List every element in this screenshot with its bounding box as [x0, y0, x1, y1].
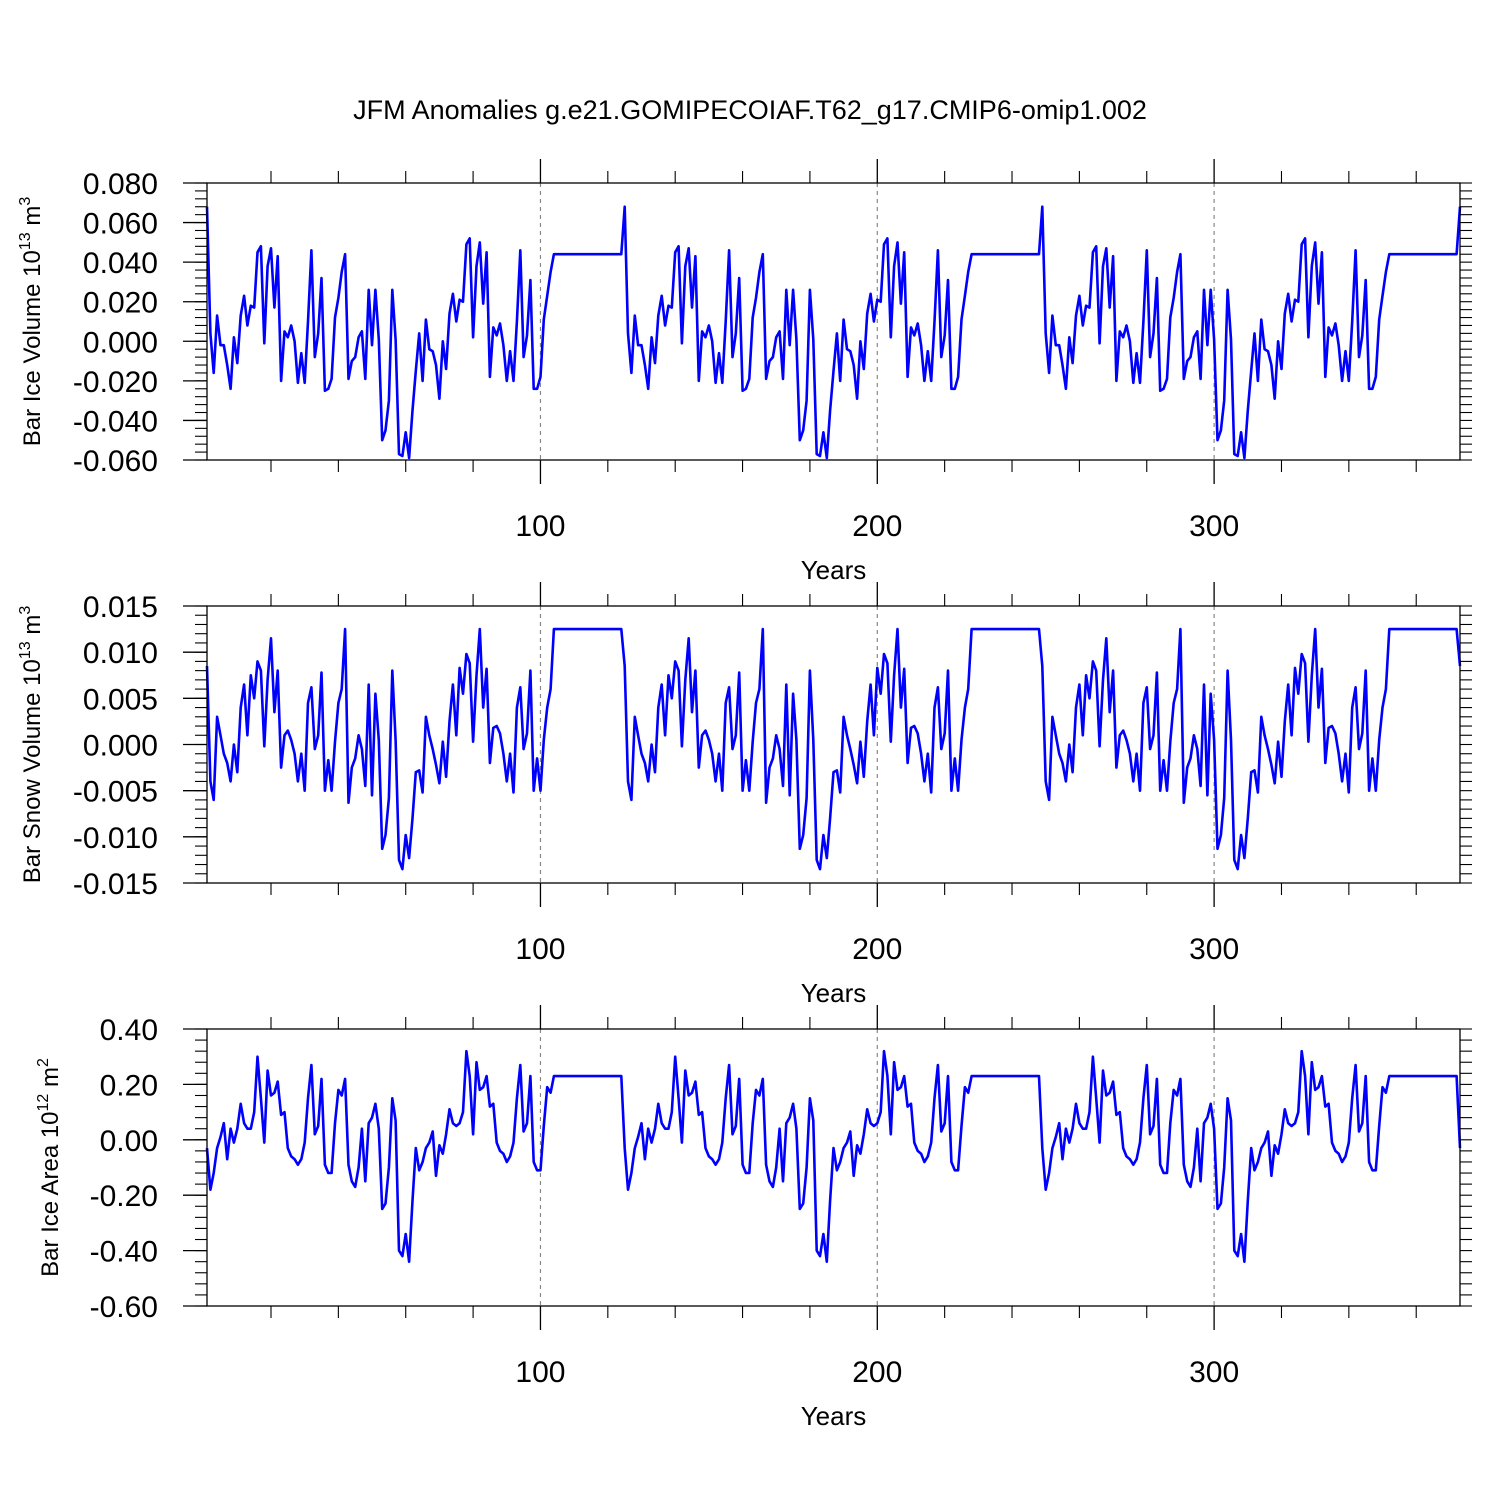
y-tick-label: 0.060	[83, 208, 158, 241]
y-tick-label: 0.20	[100, 1069, 158, 1102]
x-tick-labels-bar-ice-area: 100 200 300	[515, 1356, 1239, 1389]
x-axis-label: Years	[801, 555, 867, 585]
y-tick-label: 0.020	[83, 287, 158, 320]
y-axis-label-exponent: 12	[35, 1094, 52, 1112]
x-tick-label: 300	[1189, 510, 1239, 543]
y-tick-label: -0.040	[73, 405, 158, 438]
x-tick-label: 100	[515, 1356, 565, 1389]
panel-bar-snow-volume-major-ticks	[183, 582, 1215, 907]
x-tick-label: 100	[515, 933, 565, 966]
series-line-bar-snow-volume	[205, 627, 1462, 871]
y-tick-labels-bar-ice-volume: 0.080 0.060 0.040 0.020 0.000 -0.020 -0.040 -0.…	[73, 168, 158, 478]
series-line-bar-ice-area	[205, 1049, 1462, 1263]
x-tick-label: 200	[852, 933, 902, 966]
y-axis-label-unit-exponent: 2	[35, 1058, 52, 1067]
x-tick-label: 200	[852, 510, 902, 543]
x-tick-label: 100	[515, 510, 565, 543]
series-line-bar-ice-volume	[205, 205, 1462, 460]
x-tick-label: 200	[852, 1356, 902, 1389]
panel-bar-ice-area: 0.40 0.20 0.00 -0.20 -0.40 -0.60 100 200 300 Ye…	[35, 1005, 1472, 1431]
panel-bar-ice-volume: 0.080 0.060 0.040 0.020 0.000 -0.020 -0.040 -0.…	[17, 159, 1472, 585]
x-tick-labels-bar-ice-volume: 100 200 300	[515, 510, 1239, 543]
y-axis-label-exponent: 13	[17, 232, 34, 250]
plot-frame-bar-snow-volume	[206, 605, 1461, 884]
y-axis-label-bar-ice-volume: Bar Ice Volume 1013 m3	[17, 197, 46, 447]
panel-bar-ice-volume-minor-ticks	[195, 171, 1472, 472]
panel-bar-ice-area-vgrid	[539, 1029, 1215, 1306]
y-axis-label-bar-snow-volume: Bar Snow Volume 1013 m3	[17, 606, 46, 884]
y-tick-label: -0.005	[73, 776, 158, 809]
y-tick-label: 0.005	[83, 683, 158, 716]
y-tick-label: 0.015	[83, 591, 158, 624]
y-axis-label-bar-ice-area: Bar Ice Area 1012 m2	[35, 1058, 64, 1277]
y-axis-label-main: Bar Snow Volume 10	[19, 659, 46, 883]
y-tick-label: 0.00	[100, 1125, 158, 1158]
x-tick-label: 300	[1189, 933, 1239, 966]
plot-frame-bar-ice-area	[206, 1028, 1461, 1307]
plot-frame-bar-ice-volume	[206, 182, 1461, 461]
y-axis-label-unit: m	[37, 1067, 64, 1094]
x-axis-label: Years	[801, 1401, 867, 1431]
y-axis-label-unit: m	[19, 206, 46, 233]
y-tick-label: 0.040	[83, 247, 158, 280]
y-axis-label-unit-exponent: 3	[17, 606, 34, 615]
y-tick-label: 0.40	[100, 1014, 158, 1047]
y-tick-label: -0.010	[73, 822, 158, 855]
y-tick-label: 0.010	[83, 637, 158, 670]
y-tick-labels-bar-ice-area: 0.40 0.20 0.00 -0.20 -0.40 -0.60	[90, 1014, 158, 1324]
panel-bar-ice-area-major-ticks	[183, 1005, 1215, 1330]
y-axis-label-unit: m	[19, 615, 46, 642]
y-axis-label-main: Bar Ice Volume 10	[19, 250, 46, 446]
y-axis-label-unit-exponent: 3	[17, 197, 34, 206]
panel-bar-ice-area-minor-ticks	[195, 1017, 1472, 1318]
panel-bar-snow-volume: 0.015 0.010 0.005 0.000 -0.005 -0.010 -0.015 1…	[17, 582, 1472, 1008]
y-tick-label: -0.60	[90, 1291, 158, 1324]
panel-bar-ice-volume-vgrid	[539, 183, 1215, 460]
y-tick-label: 0.000	[83, 326, 158, 359]
y-tick-labels-bar-snow-volume: 0.015 0.010 0.005 0.000 -0.005 -0.010 -0.015	[73, 591, 158, 901]
y-axis-label-exponent: 13	[17, 641, 34, 659]
y-tick-label: -0.060	[73, 445, 158, 478]
y-tick-label: 0.080	[83, 168, 158, 201]
x-axis-label: Years	[801, 978, 867, 1008]
y-tick-label: -0.20	[90, 1180, 158, 1213]
x-tick-label: 300	[1189, 1356, 1239, 1389]
y-tick-label: 0.000	[83, 730, 158, 763]
x-tick-labels-bar-snow-volume: 100 200 300	[515, 933, 1239, 966]
panel-bar-snow-volume-vgrid	[539, 606, 1215, 883]
y-axis-label-main: Bar Ice Area 10	[37, 1111, 64, 1276]
y-tick-label: -0.015	[73, 868, 158, 901]
panel-bar-ice-volume-major-ticks	[183, 159, 1215, 484]
chart-title: JFM Anomalies g.e21.GOMIPECOIAF.T62_g17.…	[353, 95, 1147, 125]
y-tick-label: -0.40	[90, 1236, 158, 1269]
y-tick-label: -0.020	[73, 366, 158, 399]
panel-bar-snow-volume-minor-ticks	[195, 594, 1472, 895]
